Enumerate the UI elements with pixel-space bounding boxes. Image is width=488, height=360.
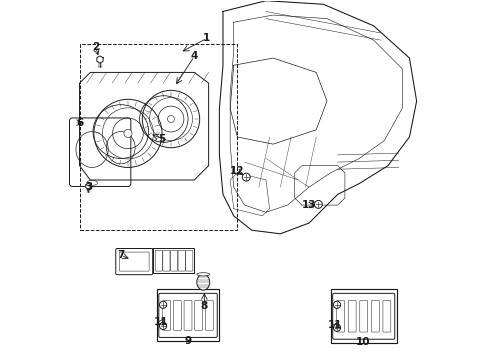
Text: 1: 1 xyxy=(203,33,210,43)
Text: 5: 5 xyxy=(158,134,165,144)
Text: 8: 8 xyxy=(200,301,207,311)
Circle shape xyxy=(333,301,340,309)
Text: 13: 13 xyxy=(301,200,316,210)
Ellipse shape xyxy=(196,273,209,276)
Text: 12: 12 xyxy=(229,166,244,176)
Polygon shape xyxy=(85,183,90,189)
Circle shape xyxy=(242,173,250,181)
Circle shape xyxy=(333,324,340,331)
Text: 9: 9 xyxy=(184,336,191,346)
Circle shape xyxy=(159,322,166,329)
Circle shape xyxy=(167,116,174,122)
Circle shape xyxy=(314,201,322,208)
Polygon shape xyxy=(97,56,103,63)
Text: 4: 4 xyxy=(190,51,198,61)
Circle shape xyxy=(123,129,132,138)
Text: 6: 6 xyxy=(76,118,83,128)
Circle shape xyxy=(159,301,166,309)
Text: 10: 10 xyxy=(356,337,370,347)
Text: 7: 7 xyxy=(117,250,124,260)
Ellipse shape xyxy=(196,274,209,290)
Text: 3: 3 xyxy=(85,182,92,192)
Text: 11: 11 xyxy=(154,317,168,327)
Text: 11: 11 xyxy=(327,320,342,330)
Text: 2: 2 xyxy=(92,42,99,52)
